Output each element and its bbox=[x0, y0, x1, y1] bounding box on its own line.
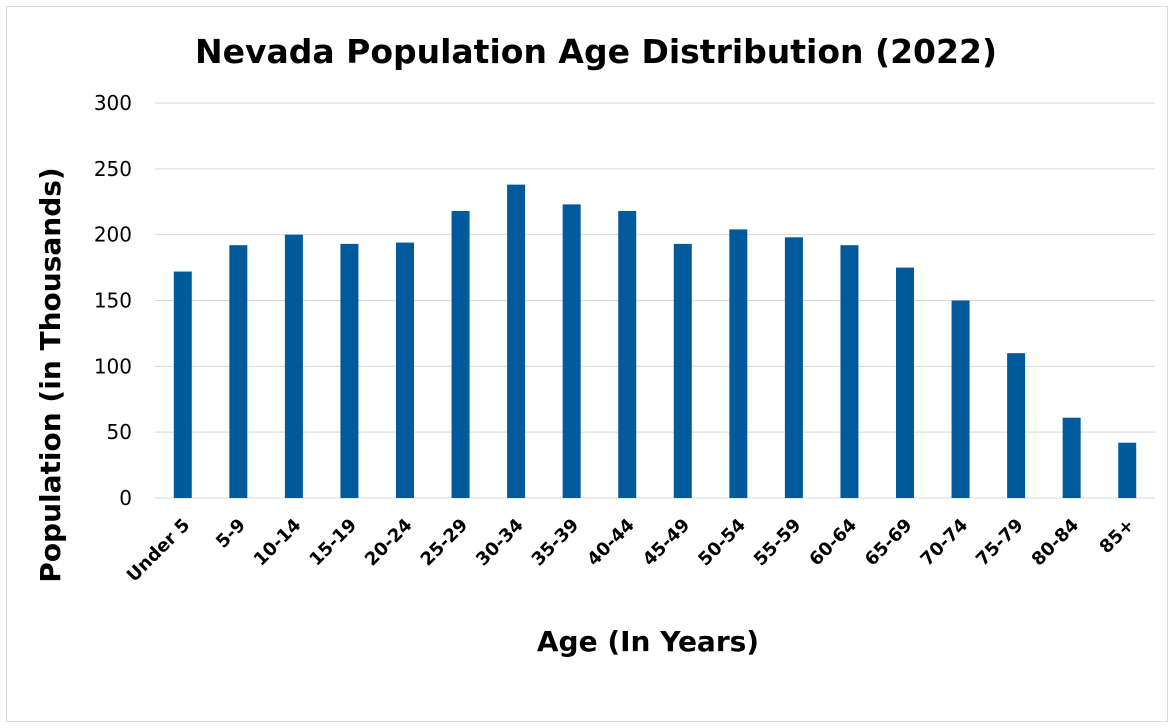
x-tick-label: 20-24 bbox=[361, 515, 417, 571]
x-tick-label: 85+ bbox=[1096, 515, 1139, 558]
bar-45-49 bbox=[673, 243, 692, 498]
y-tick-label: 200 bbox=[94, 223, 132, 247]
bar-40-44 bbox=[618, 210, 637, 498]
y-tick-label: 250 bbox=[94, 157, 132, 181]
x-tick-label: 80-84 bbox=[1028, 515, 1084, 571]
x-tick-label: 35-39 bbox=[528, 515, 584, 571]
bar-20-24 bbox=[396, 242, 414, 498]
bar-80-84 bbox=[1062, 417, 1081, 498]
gridlines bbox=[155, 102, 1155, 499]
x-tick-label: 60-64 bbox=[805, 515, 861, 571]
y-tick-label: 150 bbox=[94, 289, 132, 313]
bar-under-5 bbox=[173, 271, 192, 498]
x-tick-label: 50-54 bbox=[694, 515, 750, 571]
chart-title: Nevada Population Age Distribution (2022… bbox=[195, 32, 997, 71]
bar-50-54 bbox=[729, 229, 748, 498]
bar-85 bbox=[1118, 442, 1137, 498]
y-tick-label: 0 bbox=[119, 486, 132, 510]
x-tick-label: Under 5 bbox=[123, 515, 195, 587]
x-tick-label: 10-14 bbox=[250, 515, 306, 571]
bar-65-69 bbox=[896, 267, 914, 498]
x-tick-label: 15-19 bbox=[305, 515, 361, 571]
x-tick-label: 45-49 bbox=[639, 515, 695, 571]
x-axis-title: Age (In Years) bbox=[537, 625, 759, 658]
bar-55-59 bbox=[784, 237, 803, 499]
bars bbox=[173, 184, 1137, 499]
bar-35-39 bbox=[562, 204, 581, 498]
chart-frame bbox=[6, 6, 1168, 722]
x-tick-label: 70-74 bbox=[917, 515, 973, 571]
x-tick-label: 30-34 bbox=[472, 515, 528, 571]
bar-10-14 bbox=[284, 234, 303, 498]
bar-30-34 bbox=[507, 184, 526, 498]
y-tick-label: 300 bbox=[94, 91, 132, 115]
bar-25-29 bbox=[451, 210, 470, 498]
x-tick-label: 25-29 bbox=[417, 515, 473, 571]
y-axis-ticks: 0 50 100 150 200 250 300 bbox=[94, 91, 132, 510]
x-axis-ticks: Under 5 5-9 10-14 15-19 20-24 25-29 30-34 35-39… bbox=[123, 515, 1139, 587]
y-axis-title: Population (in Thousands) bbox=[34, 167, 67, 582]
bar-70-74 bbox=[951, 300, 970, 498]
y-tick-label: 50 bbox=[107, 420, 132, 444]
x-tick-label: 65-69 bbox=[861, 515, 917, 571]
y-tick-label: 100 bbox=[94, 354, 132, 378]
bar-15-19 bbox=[340, 243, 359, 498]
x-tick-label: 40-44 bbox=[583, 515, 639, 571]
x-tick-label: 55-59 bbox=[750, 515, 806, 571]
bar-60-64 bbox=[840, 245, 859, 498]
x-tick-label: 75-79 bbox=[972, 515, 1028, 571]
bar-5-9 bbox=[229, 245, 248, 498]
bar-75-79 bbox=[1007, 353, 1026, 498]
x-tick-label: 5-9 bbox=[212, 515, 250, 553]
